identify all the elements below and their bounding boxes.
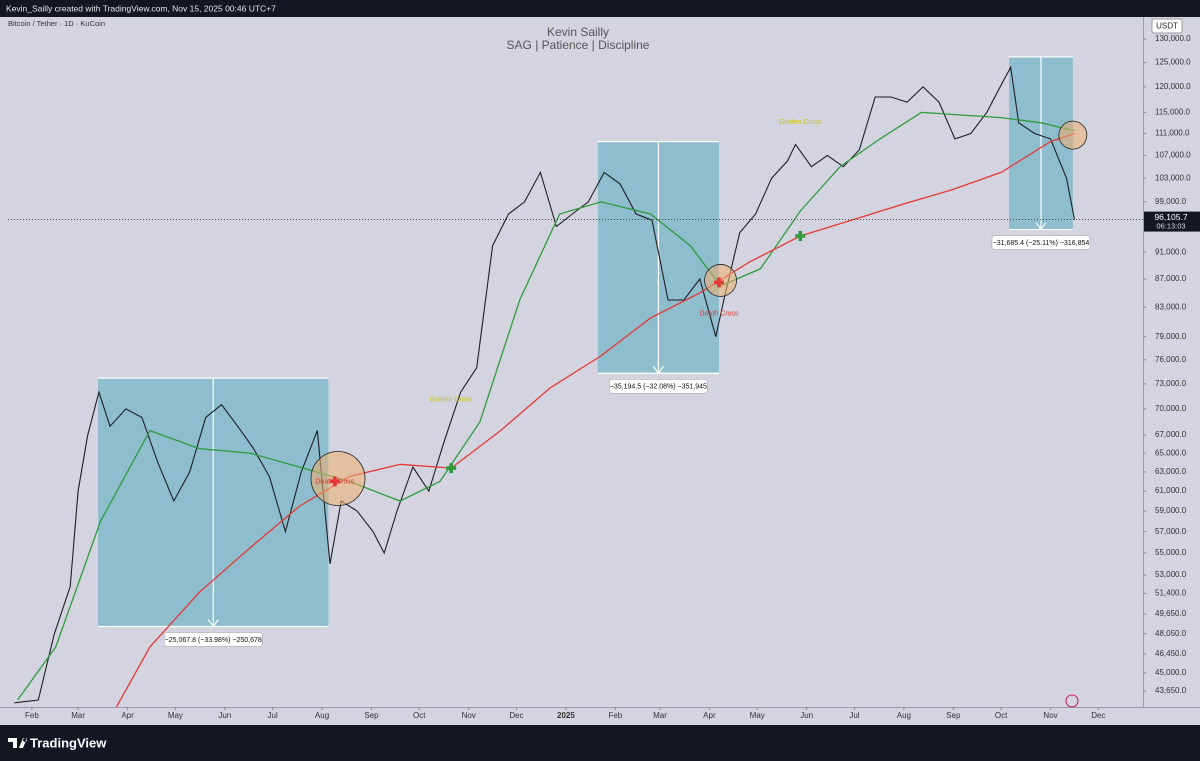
y-tick-label: 48,050.0	[1155, 629, 1187, 638]
y-tick-label: 79,000.0	[1155, 332, 1187, 341]
y-tick-label: 51,400.0	[1155, 589, 1187, 598]
y-tick-label: 61,000.0	[1155, 486, 1187, 495]
measure-arrowhead	[207, 619, 219, 628]
cross-marker	[329, 476, 340, 487]
x-tick-label: Oct	[413, 711, 426, 720]
bottom-bar	[0, 725, 1200, 761]
x-tick-label: Dec	[509, 711, 523, 720]
x-tick-label: 2025	[557, 711, 575, 720]
y-tick-label: 120,000.0	[1155, 82, 1191, 91]
x-tick-label: Jun	[800, 711, 813, 720]
y-tick-label: 70,000.0	[1155, 404, 1187, 413]
y-tick-label: 53,000.0	[1155, 570, 1187, 579]
y-tick-label: 63,000.0	[1155, 467, 1187, 476]
x-tick-label: Nov	[462, 711, 476, 720]
x-tick-label: Aug	[315, 711, 329, 720]
y-tick-label: 65,000.0	[1155, 448, 1187, 457]
x-tick-label: May	[168, 711, 183, 720]
x-tick-label: Mar	[71, 711, 85, 720]
measure-arrowhead	[1035, 222, 1047, 231]
y-tick-label: 55,000.0	[1155, 548, 1187, 557]
x-tick-label: Feb	[608, 711, 622, 720]
currency: USDT	[1156, 22, 1178, 31]
logo-icon	[8, 738, 28, 748]
chart-subtitle: SAG | Patience | Discipline	[507, 38, 650, 52]
measure-label: −35,194.5 (−32.08%) −351,945	[610, 384, 707, 391]
moving-average	[17, 111, 1075, 701]
brand: TradingView	[30, 735, 107, 750]
y-tick-label: 83,000.0	[1155, 302, 1187, 311]
y-tick-label: 125,000.0	[1155, 58, 1191, 67]
measure-label-box	[991, 235, 1091, 250]
x-tick-label: Aug	[897, 711, 911, 720]
price-line	[14, 65, 1076, 704]
x-tick-label: Apr	[703, 711, 716, 720]
y-tick-label: 87,000.0	[1155, 274, 1187, 283]
y-tick-label: 91,000.0	[1155, 247, 1187, 256]
plot: −25,067.8 (−33.98%) −250,678 −35,194.5 (−…	[8, 56, 1143, 708]
x-tick-label: Nov	[1043, 711, 1057, 720]
cross-label: Death Cross	[315, 478, 354, 485]
x-tick-label: Dec	[1091, 711, 1105, 720]
highlight-circle	[310, 451, 366, 506]
y-tick-label: 49,650.0	[1155, 609, 1187, 618]
measure-label-box	[609, 379, 708, 394]
x-tick-label: May	[750, 711, 765, 720]
x-tick-label: Sep	[364, 711, 379, 720]
highlight-circle	[1058, 120, 1088, 150]
y-tick-label: 67,000.0	[1155, 430, 1187, 439]
chart-title: Kevin Sailly	[547, 25, 609, 39]
x-tick-label: Oct	[995, 711, 1008, 720]
alert-icon[interactable]	[1065, 694, 1079, 708]
countdown: 06:13:03	[1156, 222, 1185, 231]
symbol: Bitcoin / Tether · 1D · KuCoin	[8, 19, 105, 28]
top-bar	[0, 0, 1200, 17]
x-tick-label: Jul	[849, 711, 859, 720]
cross-marker	[446, 463, 457, 474]
x-tick-label: Jul	[268, 711, 278, 720]
y-tick-label: 103,000.0	[1155, 173, 1191, 182]
cross-label: Death Cross	[700, 311, 739, 318]
x-tick-label: Mar	[653, 711, 667, 720]
y-tick-label: 107,000.0	[1155, 151, 1191, 160]
y-tick-label: 57,000.0	[1155, 527, 1187, 536]
x-tick-label: Sep	[946, 711, 961, 720]
y-tick-label: 76,000.0	[1155, 355, 1187, 364]
cross-label: Golden Cross	[430, 396, 473, 403]
y-tick-label: 43,650.0	[1155, 686, 1187, 695]
cross-label: Golden Cross	[779, 119, 822, 126]
x-tick-label: Apr	[121, 711, 134, 720]
measure-arrowhead	[652, 365, 664, 375]
y-tick-label: 59,000.0	[1155, 506, 1187, 515]
y-tick-label: 115,000.0	[1155, 107, 1191, 116]
measure-label: −31,685.4 (−25.11%) −316,854	[993, 240, 1090, 247]
x-tick-label: Feb	[25, 711, 39, 720]
last-price-box	[1144, 211, 1200, 232]
measure-label: −25,067.8 (−33.98%) −250,678	[165, 637, 262, 644]
y-tick-label: 45,000.0	[1155, 668, 1187, 677]
credit: Kevin_Sailly created with TradingView.co…	[6, 3, 276, 13]
y-tick-label: 130,000.0	[1155, 34, 1191, 43]
last-price: 96,105.7	[1154, 212, 1187, 222]
measure-label-box	[163, 632, 263, 647]
y-tick-label: 99,000.0	[1155, 197, 1187, 206]
cross-marker	[795, 230, 806, 241]
y-tick-label: 46,450.0	[1155, 649, 1187, 658]
cross-marker	[713, 277, 724, 288]
x-tick-label: Jun	[218, 711, 231, 720]
currency-box[interactable]	[1151, 18, 1183, 34]
y-tick-label: 111,000.0	[1155, 129, 1190, 138]
moving-average	[115, 132, 1075, 708]
y-tick-label: 73,000.0	[1155, 379, 1187, 388]
